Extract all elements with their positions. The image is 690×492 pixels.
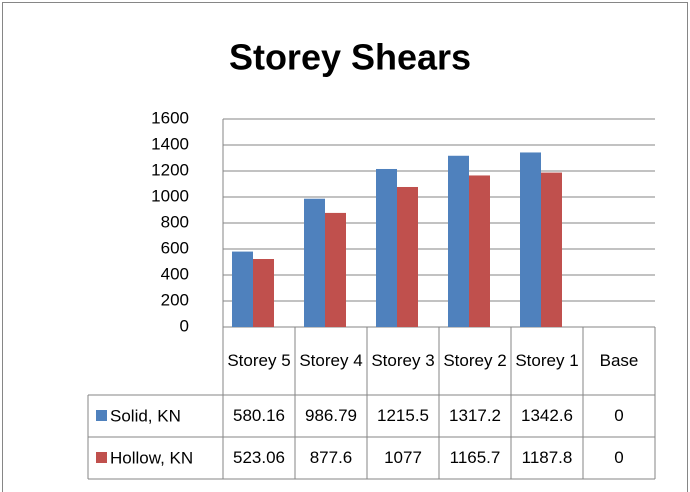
- legend-label: Solid, KN: [110, 406, 181, 425]
- table-value: 523.06: [233, 448, 285, 467]
- y-tick-label: 200: [161, 290, 189, 309]
- bar: [541, 172, 562, 327]
- chart-title: Storey Shears: [229, 37, 471, 78]
- table-value: 1077: [384, 448, 422, 467]
- y-tick-label: 800: [161, 212, 189, 231]
- bar: [376, 168, 397, 327]
- x-tick-label: Storey 3: [371, 351, 435, 370]
- bar: [520, 152, 541, 327]
- legend-key: [96, 452, 107, 463]
- y-tick-label: 1200: [151, 160, 189, 179]
- x-tick-label: Storey 5: [227, 351, 291, 370]
- table-value: 580.16: [233, 406, 285, 425]
- table-value: 0: [614, 406, 624, 425]
- y-tick-label: 1000: [151, 186, 189, 205]
- y-tick-label: 1400: [151, 134, 189, 153]
- bar: [397, 186, 418, 327]
- x-tick-label: Storey 1: [515, 351, 579, 370]
- table-value: 1187.8: [521, 448, 573, 467]
- y-tick-label: 1600: [151, 108, 189, 127]
- y-tick-label: 0: [180, 316, 189, 335]
- y-tick-label: 600: [161, 238, 189, 257]
- x-tick-label: Storey 4: [299, 351, 363, 370]
- bar: [448, 155, 469, 327]
- bar: [232, 251, 253, 327]
- table-value: 986.79: [305, 406, 357, 425]
- x-tick-label: Base: [599, 351, 639, 370]
- table-value: 1165.7: [449, 448, 501, 467]
- table-value: 1342.6: [521, 406, 573, 425]
- table-value: 1215.5: [377, 406, 429, 425]
- bar: [253, 259, 274, 327]
- y-tick-label: 400: [161, 264, 189, 283]
- legend-key: [96, 410, 107, 421]
- bar: [325, 212, 346, 327]
- x-tick-label: Storey 2: [443, 351, 507, 370]
- table-value: 1317.2: [449, 406, 501, 425]
- table-value: 877.6: [309, 448, 353, 467]
- bar: [469, 175, 490, 327]
- bar: [304, 198, 325, 327]
- legend-label: Hollow, KN: [110, 448, 193, 467]
- table-value: 0: [614, 448, 624, 467]
